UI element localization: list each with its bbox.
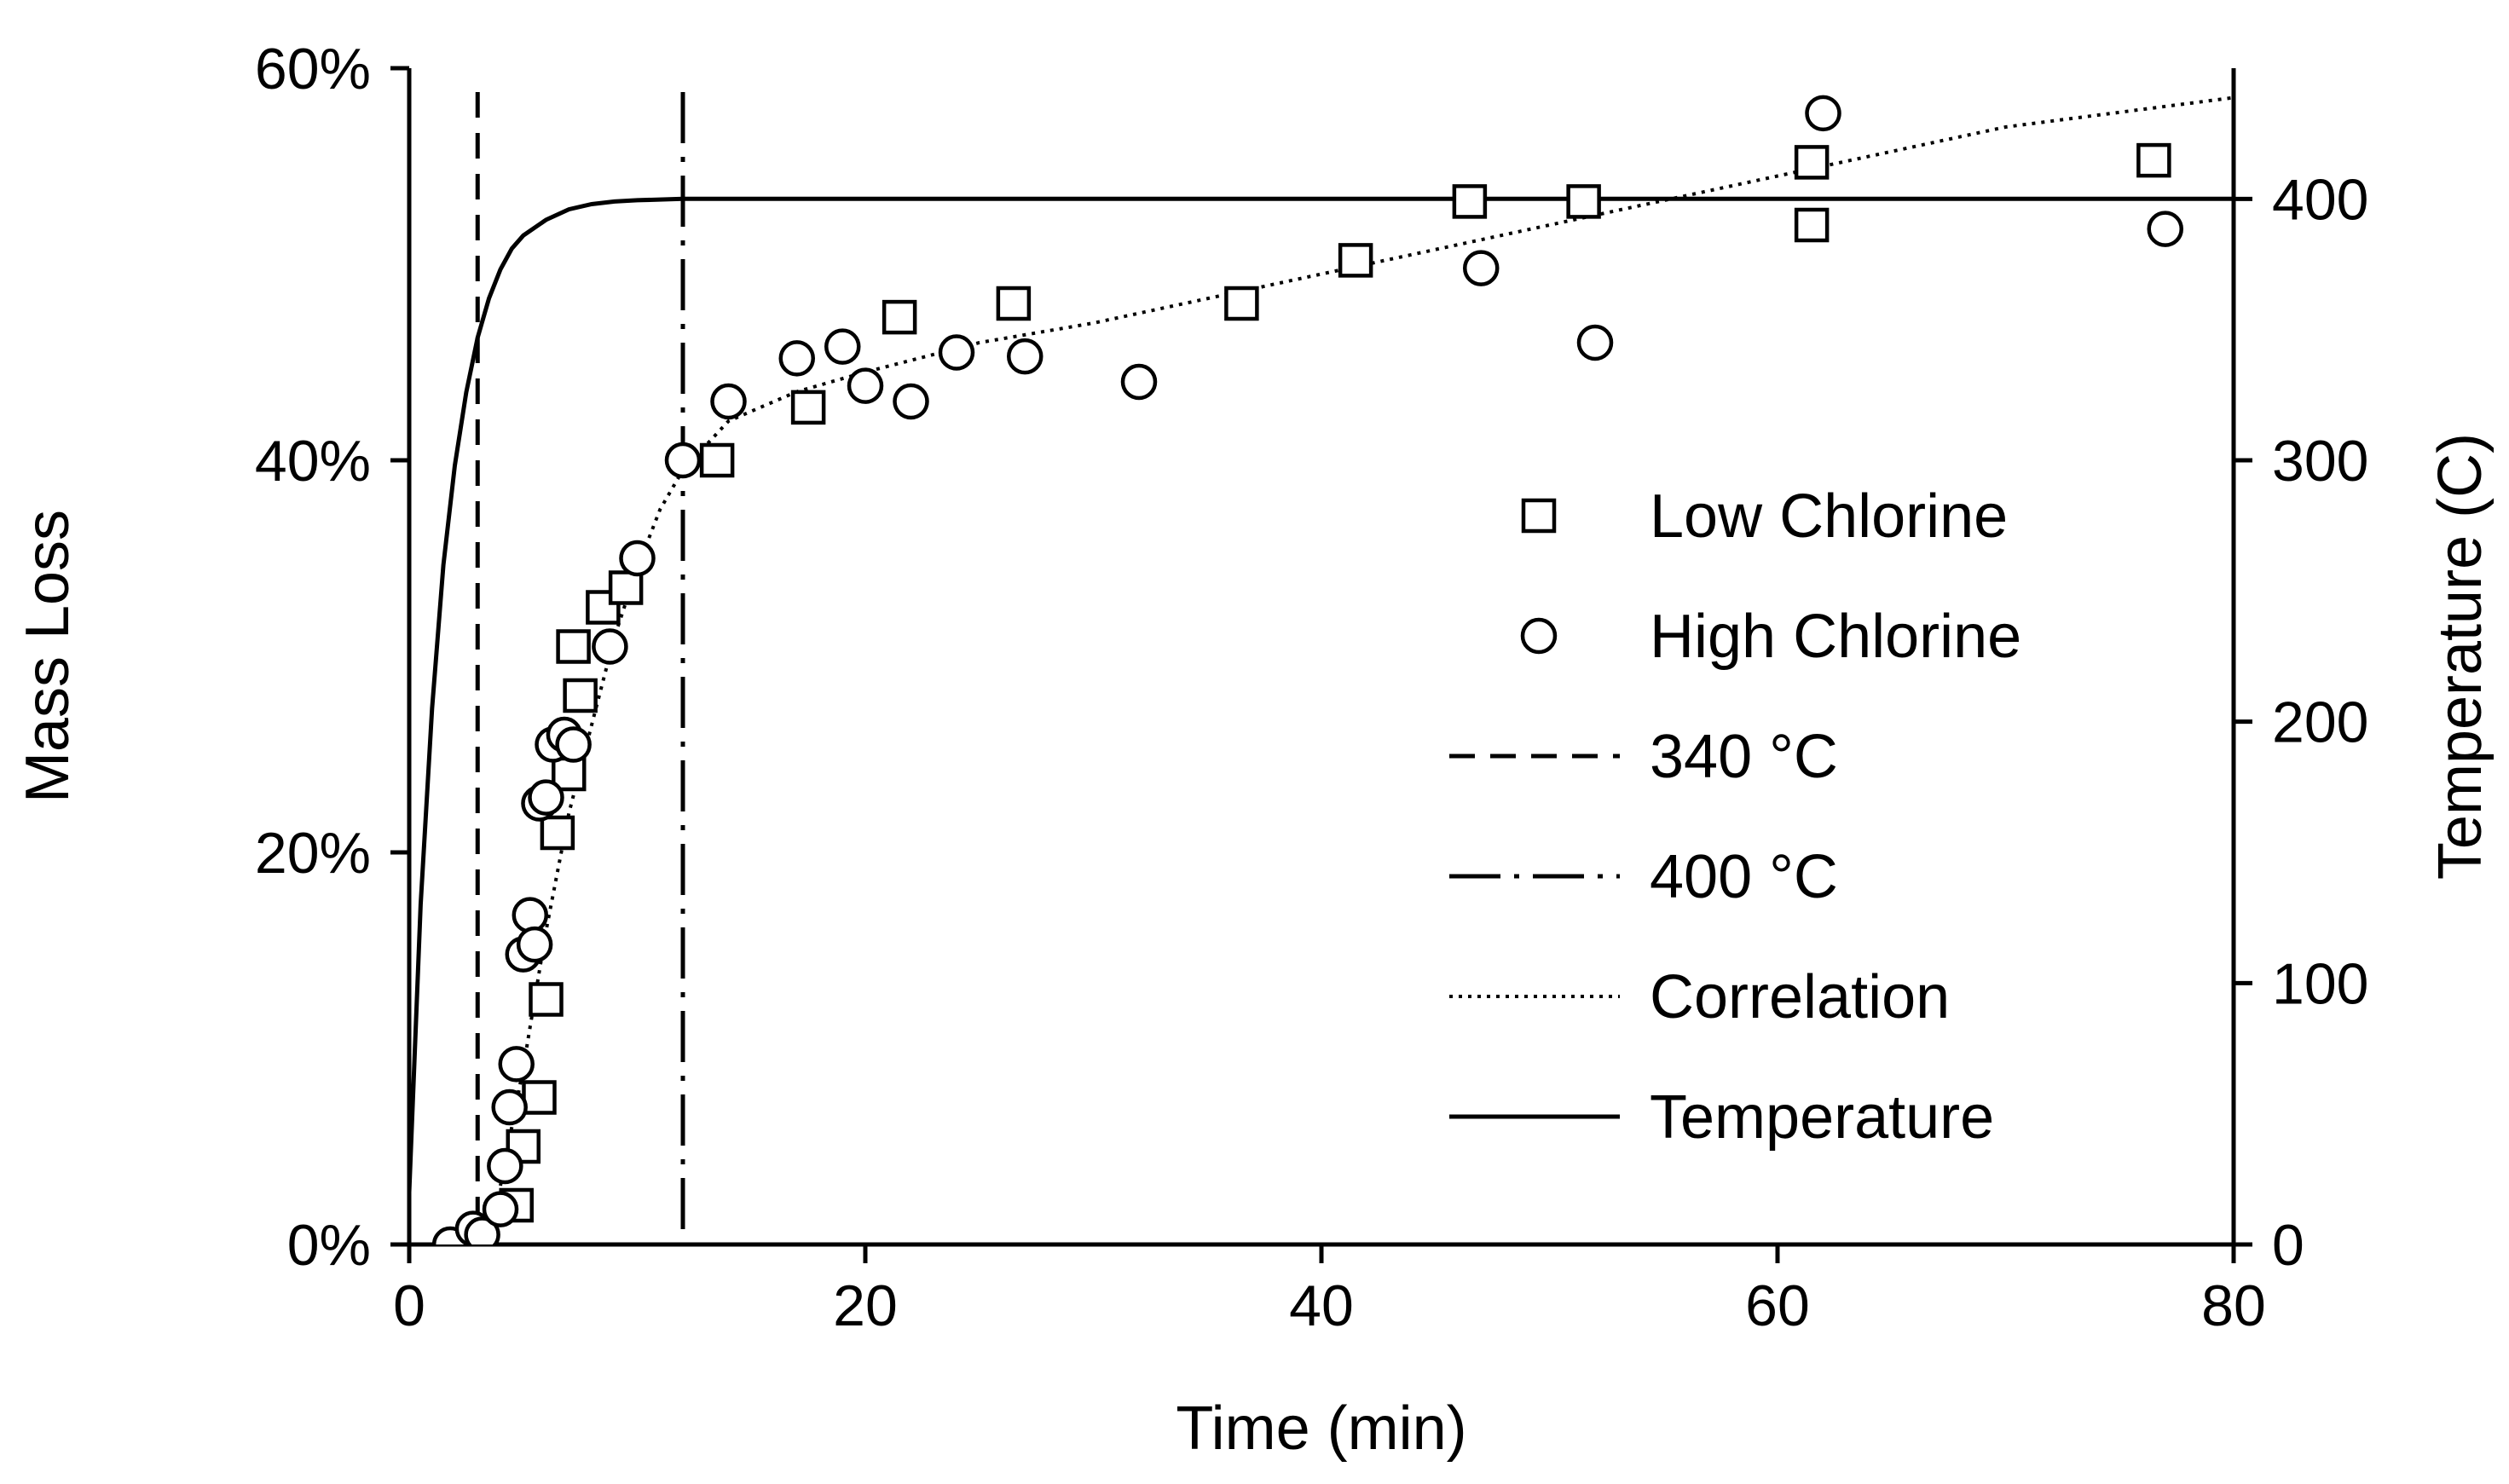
high-chlorine-point — [491, 1088, 528, 1126]
high-chlorine-point — [1463, 250, 1500, 286]
low-chlorine-point — [790, 390, 826, 425]
high-chlorine-point — [482, 1191, 519, 1227]
high-chlorine-point — [847, 367, 884, 404]
y-tick-label: 40% — [255, 429, 371, 494]
low-chlorine-point — [1794, 207, 1830, 243]
y2-tick-label: 200 — [2272, 690, 2368, 755]
high-chlorine-point — [824, 328, 861, 365]
x-tick-label: 20 — [833, 1273, 898, 1338]
low-chlorine-point — [540, 815, 575, 851]
reference-lines — [475, 92, 685, 1244]
x-tick-label: 60 — [1745, 1273, 1810, 1338]
legend-label: 340 °C — [1650, 723, 1838, 791]
high-chlorine-point — [664, 442, 702, 479]
high-chlorine-point — [1007, 338, 1043, 375]
high-chlorine-point — [1576, 324, 1614, 361]
high-chlorine-point — [512, 897, 549, 933]
legend-label: Low Chlorine — [1650, 482, 2008, 551]
low-chlorine-point — [522, 1080, 557, 1115]
legend-square-marker — [1521, 498, 1557, 534]
high-chlorine-point — [487, 1147, 523, 1185]
low-chlorine-point — [882, 299, 917, 335]
y2-tick-label: 0 — [2272, 1213, 2304, 1278]
y2-tick-label: 100 — [2272, 951, 2368, 1016]
legend: Low Chlorine High Chlorine 340 °C 400 °C Cor… — [1449, 482, 2021, 1152]
high-chlorine-point — [938, 334, 975, 371]
y2-tick-label: 400 — [2272, 167, 2368, 232]
legend-item: Temperature — [1449, 1083, 1994, 1152]
y-tick-label: 60% — [255, 37, 371, 101]
y-tick-label: 0% — [287, 1213, 371, 1278]
legend-item: 400 °C — [1449, 843, 1838, 911]
legend-item: High Chlorine — [1520, 603, 2021, 671]
x-axis-title: Time (min) — [1176, 1394, 1466, 1463]
y2-axis-title: Temperature (C) — [2426, 433, 2495, 880]
high-chlorine-point — [893, 383, 929, 420]
low-chlorine-point — [556, 629, 591, 664]
low-chlorine-point — [1338, 243, 1373, 278]
axes — [390, 66, 2252, 1263]
high-chlorine-point — [1805, 95, 1841, 132]
high-chlorine-point — [498, 1046, 535, 1083]
high-chlorine-point — [778, 340, 815, 377]
low-chlorine-point — [563, 678, 598, 713]
x-tick-label: 40 — [1289, 1273, 1354, 1338]
x-tick-label: 80 — [2201, 1273, 2266, 1338]
high-chlorine-point — [619, 540, 656, 577]
y2-tick-label: 300 — [2272, 429, 2368, 494]
x-tick-label: 0 — [393, 1273, 425, 1338]
low-chlorine-point — [996, 286, 1032, 321]
low-chlorine-point — [2136, 142, 2171, 178]
low-chlorine-point — [608, 570, 644, 605]
high-chlorine-point — [528, 779, 564, 816]
legend-item: 340 °C — [1449, 723, 1838, 791]
legend-label: High Chlorine — [1650, 603, 2021, 671]
low-chlorine-point — [1794, 145, 1830, 180]
low-chlorine-point — [699, 442, 735, 478]
low-chlorine-point — [529, 982, 564, 1017]
high-chlorine-point — [516, 926, 553, 963]
legend-item: Low Chlorine — [1521, 482, 2008, 551]
y-tick-label: 20% — [255, 821, 371, 886]
high-chlorine-point — [464, 1216, 500, 1244]
legend-label: Correlation — [1650, 963, 1950, 1031]
high-chlorine-point — [710, 383, 747, 420]
legend-circle-marker — [1520, 617, 1558, 655]
legend-label: Temperature — [1650, 1083, 1994, 1152]
data-markers — [431, 95, 2183, 1244]
legend-item: Correlation — [1449, 963, 1950, 1031]
correlation-line — [499, 95, 2234, 1187]
y-axis-title: Mass Loss — [14, 510, 82, 803]
high-chlorine-point — [2147, 211, 2183, 247]
low-chlorine-point — [1452, 184, 1488, 219]
low-chlorine-point — [1224, 286, 1259, 321]
high-chlorine-point — [1120, 363, 1158, 401]
low-chlorine-point — [1566, 184, 1601, 219]
tick-labels: 0 20 40 60 80 0% 20% 40% 60% 0 100 200 300 400 — [255, 37, 2369, 1338]
high-chlorine-point — [592, 628, 628, 665]
legend-label: 400 °C — [1650, 843, 1838, 911]
temperature-line — [409, 196, 2234, 1192]
high-chlorine-point — [555, 726, 592, 763]
